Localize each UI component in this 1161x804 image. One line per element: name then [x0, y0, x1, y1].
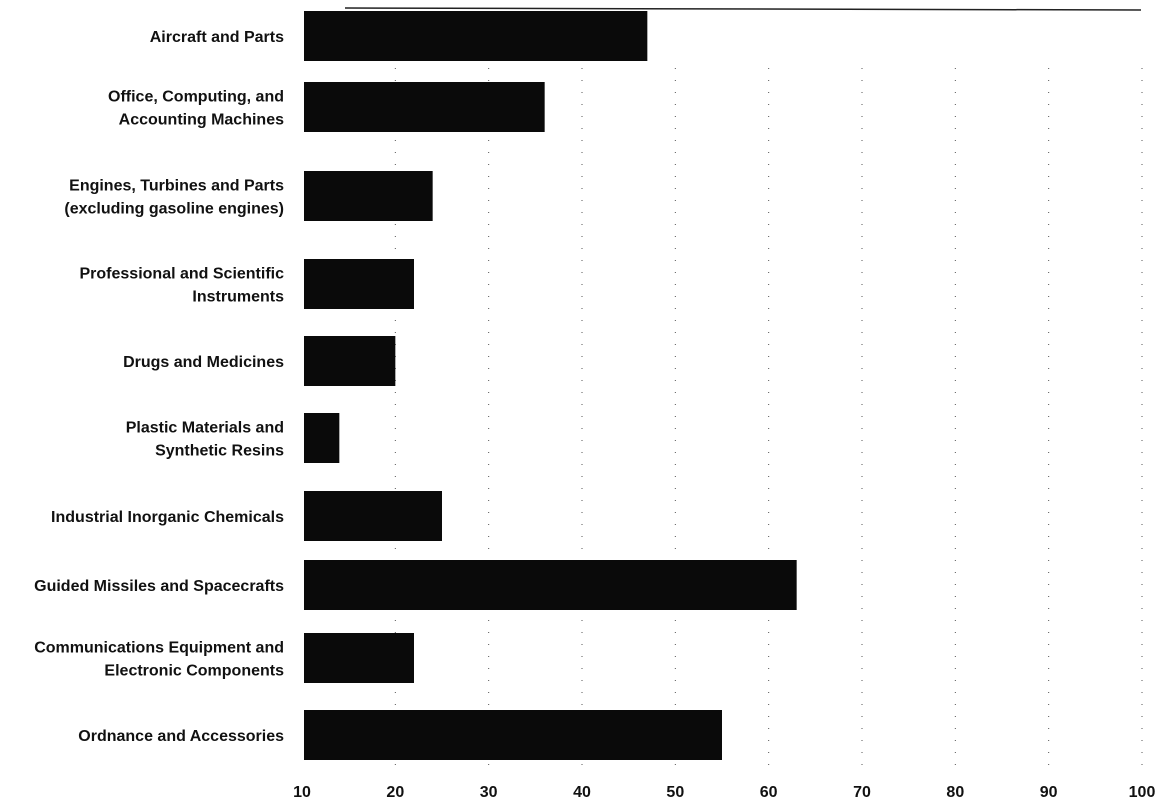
category-label-line: Engines, Turbines and Parts [69, 178, 284, 195]
category-label: Aircraft and Parts [150, 29, 284, 46]
category-label-line: (excluding gasoline engines) [64, 201, 284, 218]
category-label-line: Instruments [192, 289, 284, 306]
x-tick-label: 100 [1129, 784, 1156, 801]
category-label: Communications Equipment and Electronic C… [34, 640, 284, 680]
x-tick-label: 90 [1040, 784, 1058, 801]
bar [304, 171, 433, 221]
x-tick-label: 10 [293, 784, 311, 801]
category-label-line: Ordnance and Accessories [78, 728, 284, 745]
category-label: Drugs and Medicines [123, 354, 284, 371]
top-rule [344, 7, 1142, 11]
category-labels: Aircraft and Parts Office, Computing, and… [34, 29, 284, 745]
category-label-line: Professional and Scientific [80, 266, 285, 283]
bar [304, 82, 545, 132]
category-label: Plastic Materials and Synthetic Resins [126, 420, 284, 460]
x-tick-label: 30 [480, 784, 498, 801]
category-label-line: Industrial Inorganic Chemicals [51, 509, 284, 526]
bar [304, 491, 442, 541]
bar [304, 560, 797, 610]
x-axis-ticks: 10 20 30 40 50 60 70 80 90 100 [293, 784, 1155, 801]
x-tick-label: 20 [386, 784, 404, 801]
category-label-line: Plastic Materials and [126, 420, 284, 437]
category-label: Ordnance and Accessories [78, 728, 284, 745]
x-tick-label: 70 [853, 784, 871, 801]
x-tick-label: 80 [946, 784, 964, 801]
x-tick-label: 60 [760, 784, 778, 801]
bar [304, 336, 396, 386]
category-label-line: Electronic Components [104, 663, 284, 680]
category-label-line: Guided Missiles and Spacecrafts [34, 578, 284, 595]
bars [304, 11, 797, 760]
category-label: Professional and Scientific Instruments [80, 266, 285, 306]
category-label-line: Office, Computing, and [108, 89, 284, 106]
x-tick-label: 50 [666, 784, 684, 801]
category-label: Industrial Inorganic Chemicals [51, 509, 284, 526]
category-label: Office, Computing, and Accounting Machine… [108, 89, 284, 129]
category-label-line: Drugs and Medicines [123, 354, 284, 371]
category-label: Engines, Turbines and Parts (excluding ga… [64, 178, 284, 218]
x-tick-label: 40 [573, 784, 591, 801]
bar [304, 259, 414, 309]
bar [304, 633, 414, 683]
bar [304, 413, 340, 463]
category-label-line: Aircraft and Parts [150, 29, 284, 46]
bar [304, 710, 722, 760]
gridlines [394, 68, 1143, 768]
category-label-line: Synthetic Resins [155, 443, 284, 460]
category-label-line: Communications Equipment and [34, 640, 284, 657]
bar [304, 11, 648, 61]
category-label-line: Accounting Machines [119, 112, 284, 129]
category-label: Guided Missiles and Spacecrafts [34, 578, 284, 595]
